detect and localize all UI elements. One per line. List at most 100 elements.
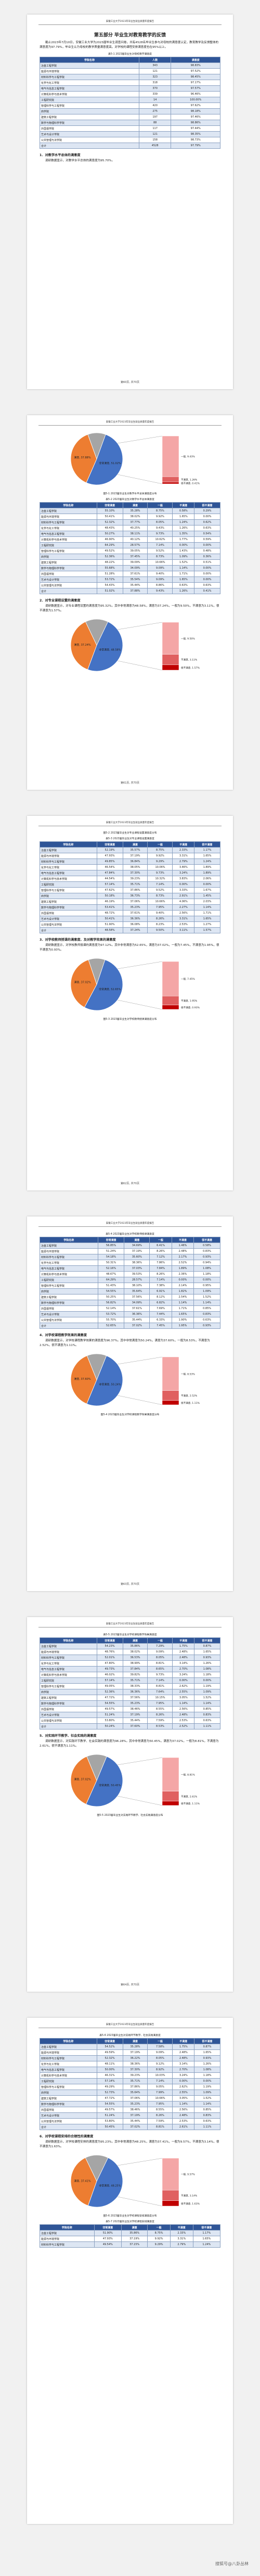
pie-slice xyxy=(70,959,97,1008)
row-label: 公共管理与法学院 xyxy=(40,137,139,143)
table-cell: 35.23% xyxy=(122,904,148,911)
table-cell: 8.73% xyxy=(147,893,173,899)
report-page-3: 安徽工业大学2023年毕业生就业质量年度报告 图5-2 2023届毕业生对专业课… xyxy=(27,816,233,1190)
table-row: 艺术与设计学院 50.41% 36.36% 8.26% 3.31% 1.65% xyxy=(40,916,220,922)
table-cell: 2.06% xyxy=(194,876,220,882)
bar-label: 不满意, 3.11% xyxy=(181,658,198,662)
table-cell: 2.03% xyxy=(194,899,220,905)
connector-line xyxy=(117,999,163,1010)
table-cell: 54.23% xyxy=(96,1643,123,1649)
slice-label: 非常满意, 48.58% xyxy=(99,648,121,652)
table-cell: 0.00% xyxy=(172,542,195,548)
table-cell: 49.54% xyxy=(94,2241,122,2248)
pie-slice xyxy=(70,1355,97,1404)
column-header: 满意 xyxy=(122,841,148,848)
table-cell: 97.79% xyxy=(171,143,220,149)
table-cell: 0.00% xyxy=(172,1677,195,1684)
table-caption: 表5-2 2023届毕业生对教学水平总体满意度 xyxy=(106,498,154,501)
table-cell: 37.02% xyxy=(124,1323,150,1329)
section-paragraph: 调研数据显示，对学校教师授课的满意度为97.12%。其中非常满意为52.65%，… xyxy=(40,944,219,952)
row-label: 商学院 xyxy=(40,108,139,114)
table-cell: 35.71% xyxy=(122,881,148,888)
row-label: 化学与化工学院 xyxy=(40,1660,97,1667)
table-cell: 39.82% xyxy=(122,1672,148,1678)
table-cell: 370 xyxy=(138,85,172,92)
table-cell: 1.77% xyxy=(172,536,195,543)
table-cell: 37.19% xyxy=(122,2112,148,2119)
column-header: 很不满意 xyxy=(193,1237,220,1243)
row-label: 能源与环境学院 xyxy=(40,514,97,520)
table-row: 艺术与设计学院 121 98.35% xyxy=(40,131,220,137)
row-label: 管理科学与工程学院 xyxy=(40,1283,98,1289)
table-caption: 表5-1 2023届毕业生对母校教学满意度 xyxy=(108,53,152,56)
table-cell: 97.57% xyxy=(171,85,220,92)
table-cell: 35.44% xyxy=(122,1718,148,1724)
table-cell: 37.56% xyxy=(122,1695,148,1701)
table-cell: 9.73% xyxy=(147,531,173,537)
section-heading: 2．对专业课程设置的满意度 xyxy=(40,599,81,603)
table-cell: 0.00% xyxy=(194,565,220,571)
table-cell: 2.52% xyxy=(171,1260,194,1266)
page-footer: 第63页, 共70页 xyxy=(121,1583,139,1586)
table-cell: 0.85% xyxy=(194,1706,220,1712)
row-label: 商学院 xyxy=(40,893,97,899)
table-cell: 100.00% xyxy=(171,97,220,103)
table-cell: 54.18% xyxy=(97,1254,125,1260)
row-label: 工程研究院 xyxy=(40,1277,98,1283)
connector-line xyxy=(117,622,163,630)
table-cell: 37.02% xyxy=(122,2124,148,2130)
table-cell: 50.41% xyxy=(96,514,123,520)
row-label: 冶金工程学院 xyxy=(40,1643,97,1649)
table-row: 建筑工程学院 46.19% 37.06% 10.66% 4.06% 2.03% xyxy=(40,899,220,905)
table-row: 冶金工程学院 56.85% 34.69% 6.41% 1.46% 0.58% xyxy=(40,1242,220,1249)
table-cell: 37.61% xyxy=(122,571,148,577)
page-footer: 第64页, 共70页 xyxy=(121,1983,139,1987)
table-row: 材料科学与工程学院 52.32% 37.77% 8.05% 1.24% 0.62% xyxy=(40,519,220,526)
table-cell: 9.09% xyxy=(147,1649,173,1655)
table-cell: 117 xyxy=(138,125,172,132)
table-row: 管理科学与工程学院 51.43% 38.10% 7.38% 2.14% 0.95% xyxy=(40,1283,220,1289)
table-cell: 1.71% xyxy=(194,910,220,916)
pie-chart-1: 非常满意, 51.02% 满意, 37.88% 一般, 9.43% 不满意, 1.26… xyxy=(40,429,220,490)
row-label: 管理科学与工程学院 xyxy=(40,887,97,893)
pie-chart-svg: 非常满意, 51.02% 满意, 37.88% 一般, 9.43% 不满意, 1.26… xyxy=(70,432,200,485)
bar-label: 不满意, 2.61% xyxy=(181,1795,198,1798)
table-cell: 1.19% xyxy=(194,2084,220,2090)
table-row: 能源与环境学院 49.59% 37.19% 9.09% 2.48% 1.65% xyxy=(40,2049,220,2056)
table-row: 商学院 52.36% 37.45% 8.73% 1.09% 0.36% xyxy=(40,554,220,560)
page-header: 安徽工业大学2023年毕业生就业质量年度报告 xyxy=(106,1623,154,1625)
table-cell: 98.18% xyxy=(171,108,220,114)
table-row: 管理科学与工程学院 420 97.62% xyxy=(40,102,220,109)
table-cell: 10.66% xyxy=(147,559,173,566)
table-cell: 47.80% xyxy=(96,1660,123,1667)
table-cell: 1.75% xyxy=(172,1643,195,1649)
row-label: 商学院 xyxy=(40,554,97,560)
table-cell: 9.09% xyxy=(147,576,173,583)
table-cell: 1.08% xyxy=(194,2067,220,2073)
table-cell: 8.55% xyxy=(147,1706,173,1712)
table-cell: 37.06% xyxy=(122,899,148,905)
table-row: 公共管理与法学院 158 98.73% xyxy=(40,137,220,143)
table-cell: 1.19% xyxy=(194,1683,220,1689)
slice-label: 满意, 37.41% xyxy=(74,2180,90,2183)
table-cell: 0.63% xyxy=(193,1317,220,1323)
table-row: 材料科学与工程学院 323 98.45% xyxy=(40,74,220,80)
table-cell: 7.95% xyxy=(147,904,173,911)
page-footer: 第60页, 共70页 xyxy=(121,381,139,384)
table-cell: 37.30% xyxy=(122,2067,148,2073)
satisfaction-table: 学院名称 非常满意 满意 一般 不满意 很不满意 冶金工程学院 55.10% 35.28% 8.7… xyxy=(40,502,220,594)
table-cell: 48.43% xyxy=(96,525,123,531)
table-cell: 36.36% xyxy=(122,1689,148,1695)
table-cell: 52.36% xyxy=(96,1689,123,1695)
column-header: 非常满意 xyxy=(96,502,123,508)
table-row: 建筑工程学院 50.25% 37.56% 8.12% 2.54% 1.52% xyxy=(40,1294,220,1300)
table-cell: 9.09% xyxy=(147,565,173,571)
table-cell: 4.06% xyxy=(172,899,195,905)
table-cell: 48.58% xyxy=(96,927,123,933)
table-cell: 1.18% xyxy=(194,1672,220,1678)
connector-line xyxy=(117,1796,163,1806)
bar-label: 一般, 9.43% xyxy=(181,455,195,458)
table-cell: 37.15% xyxy=(121,2241,148,2248)
column-header: 人数 xyxy=(138,57,172,63)
slice-label: 非常满意, 52.65% xyxy=(99,988,121,991)
